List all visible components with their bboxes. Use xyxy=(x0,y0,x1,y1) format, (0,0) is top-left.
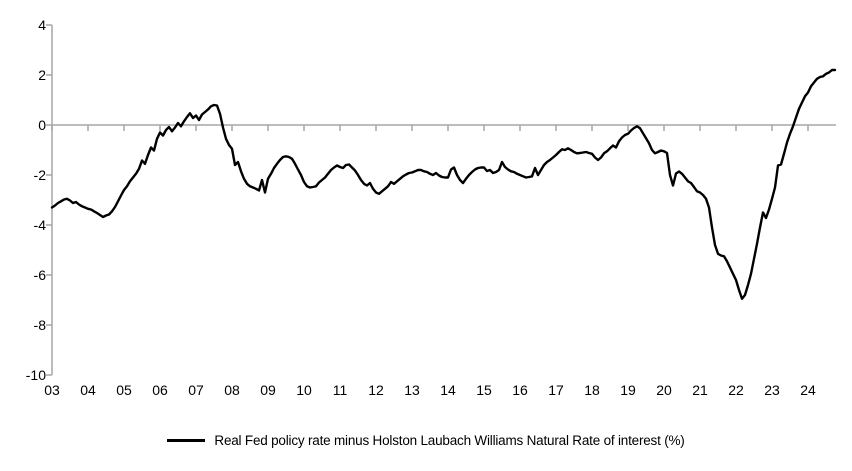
x-axis-label: 03 xyxy=(44,382,60,398)
x-axis-label: 14 xyxy=(440,382,456,398)
x-axis-label: 06 xyxy=(152,382,168,398)
y-axis-label: -8 xyxy=(33,317,46,333)
legend: Real Fed policy rate minus Holston Lauba… xyxy=(0,433,852,448)
y-axis-label: 2 xyxy=(38,67,46,83)
x-axis-label: 19 xyxy=(620,382,636,398)
x-axis-label: 13 xyxy=(404,382,420,398)
x-axis-label: 12 xyxy=(368,382,384,398)
y-axis-label: 4 xyxy=(38,17,46,33)
y-axis-label: -2 xyxy=(33,167,46,183)
x-axis-label: 08 xyxy=(224,382,240,398)
x-axis-label: 18 xyxy=(584,382,600,398)
legend-label: Real Fed policy rate minus Holston Lauba… xyxy=(214,433,685,448)
x-axis-label: 20 xyxy=(656,382,672,398)
x-axis-label: 23 xyxy=(764,382,780,398)
x-axis-label: 24 xyxy=(800,382,816,398)
y-axis-label: 0 xyxy=(38,117,46,133)
x-axis-label: 22 xyxy=(728,382,744,398)
y-axis-label: -4 xyxy=(33,217,46,233)
y-axis-label: -10 xyxy=(25,367,46,383)
x-axis-label: 04 xyxy=(80,382,96,398)
x-axis-label: 07 xyxy=(188,382,204,398)
legend-line-swatch xyxy=(167,439,206,442)
data-series-line xyxy=(50,68,837,300)
x-axis-label: 10 xyxy=(296,382,312,398)
x-axis-label: 17 xyxy=(548,382,564,398)
x-axis-label: 15 xyxy=(476,382,492,398)
x-axis-label: 11 xyxy=(332,382,348,398)
y-axis-label: -6 xyxy=(33,267,46,283)
x-axis-label: 05 xyxy=(116,382,132,398)
x-axis-label: 09 xyxy=(260,382,276,398)
x-axis-label: 21 xyxy=(692,382,708,398)
x-axis-label: 16 xyxy=(512,382,528,398)
